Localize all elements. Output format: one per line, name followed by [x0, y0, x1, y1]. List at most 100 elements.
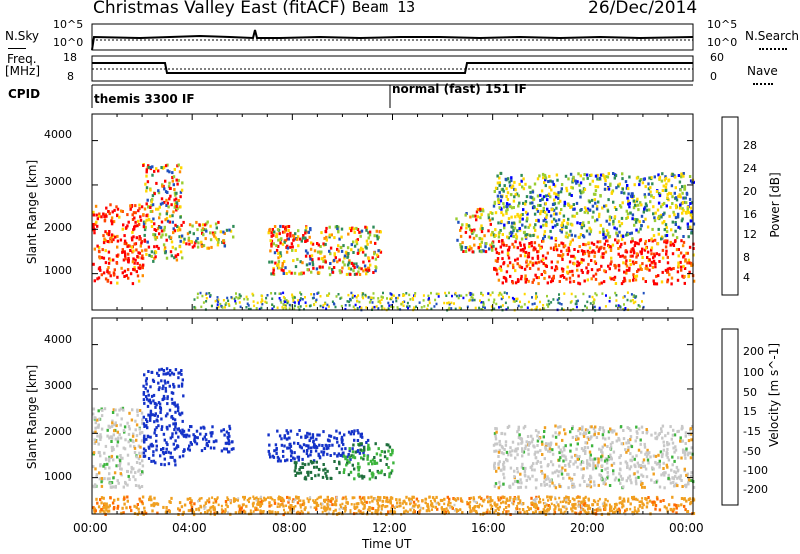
velocity-cell	[349, 457, 352, 461]
velocity-cell	[646, 501, 649, 505]
power-cell	[366, 242, 369, 246]
power-cell	[582, 252, 585, 256]
power-cell	[493, 200, 497, 204]
velocity-cell	[533, 452, 536, 456]
power-cell	[369, 240, 372, 244]
velocity-cell	[670, 437, 673, 441]
velocity-cell	[293, 461, 297, 465]
power-cell	[114, 235, 117, 239]
power-ground-cell	[255, 307, 258, 310]
velocity-cell	[688, 497, 692, 501]
power-ground-cell	[237, 297, 240, 300]
power-cell	[178, 170, 182, 174]
power-cell	[290, 242, 294, 246]
power-cell	[578, 245, 581, 248]
power-cell	[126, 213, 129, 217]
velocity-cell	[129, 444, 132, 448]
power-cell	[222, 230, 225, 234]
power-ground-cell	[322, 305, 325, 309]
velocity-cell	[307, 454, 310, 458]
velocity-cell	[267, 433, 270, 437]
velocity-cell	[632, 495, 636, 499]
velocity-cell	[635, 454, 638, 458]
velocity-cell	[276, 459, 280, 463]
velocity-cell	[650, 478, 653, 482]
power-ground-cell	[372, 296, 375, 300]
velocity-cell	[615, 432, 618, 436]
power-cell	[336, 247, 339, 251]
power-cell	[612, 222, 615, 226]
power-cell	[308, 235, 311, 239]
power-cell	[173, 229, 177, 233]
power-cell	[106, 240, 109, 243]
power-cell	[541, 172, 545, 176]
velocity-cell	[111, 421, 114, 425]
velocity-cell	[498, 460, 501, 464]
velocity-cell	[142, 391, 146, 394]
velocity-cell	[113, 429, 116, 433]
power-cell	[529, 260, 532, 264]
velocity-cell	[166, 412, 169, 416]
power-cell	[681, 244, 685, 248]
power-cell	[272, 242, 275, 246]
power-ground-cell	[348, 304, 351, 307]
velocity-cell	[582, 434, 586, 438]
power-cell	[575, 211, 579, 215]
power-cell	[580, 191, 583, 195]
velocity-cell	[299, 445, 302, 449]
power-cell	[612, 278, 616, 281]
velocity-cell	[118, 408, 121, 412]
power-cell	[213, 231, 217, 235]
velocity-cell	[304, 434, 307, 438]
power-cell	[333, 252, 336, 256]
power-cell	[202, 244, 206, 248]
power-cell	[188, 242, 191, 246]
power-cell	[657, 232, 660, 236]
power-cell	[368, 259, 371, 263]
power-cell	[317, 257, 320, 261]
velocity-cell	[547, 463, 550, 467]
velocity-cell	[610, 463, 614, 467]
power-cell	[520, 277, 523, 281]
velocity-ground-cell	[489, 499, 492, 503]
velocity-cell	[518, 433, 521, 437]
power-cell	[575, 201, 579, 205]
power-ground-cell	[635, 295, 638, 298]
velocity-cell	[111, 419, 114, 423]
velocity-cell	[386, 457, 389, 461]
power-cell	[603, 187, 607, 191]
velocity-cell	[672, 477, 676, 481]
power-ground-cell	[228, 304, 231, 307]
power-cell	[493, 190, 496, 193]
velocity-cell	[502, 482, 505, 486]
power-cell	[480, 213, 483, 217]
velocity-cell	[187, 509, 191, 513]
power-cell	[177, 163, 180, 167]
power-ground-cell	[291, 295, 294, 298]
velocity-cell	[536, 450, 540, 454]
power-cell	[544, 217, 547, 221]
velocity-cell	[452, 497, 455, 500]
velocity-cell	[549, 441, 553, 445]
power-cell	[544, 264, 548, 268]
power-cell	[179, 205, 182, 209]
power-cell	[365, 226, 369, 230]
power-cell	[134, 258, 137, 262]
power-cell	[150, 225, 154, 228]
velocity-cell	[639, 438, 642, 442]
power-ground-cell	[594, 292, 597, 295]
power-cell	[524, 200, 528, 204]
power-cell	[514, 240, 517, 244]
power-ground-cell	[493, 307, 496, 310]
velocity-cell	[521, 454, 524, 458]
power-cell	[468, 248, 471, 252]
power-ground-cell	[558, 297, 561, 300]
power-cell	[579, 195, 582, 199]
power-ground-cell	[271, 297, 274, 300]
velocity-cell	[277, 457, 281, 461]
power-ground-cell	[261, 302, 264, 306]
velocity-cell	[94, 467, 97, 471]
power-cell	[603, 204, 606, 208]
power-cell	[673, 191, 676, 195]
velocity-cell	[107, 505, 110, 509]
